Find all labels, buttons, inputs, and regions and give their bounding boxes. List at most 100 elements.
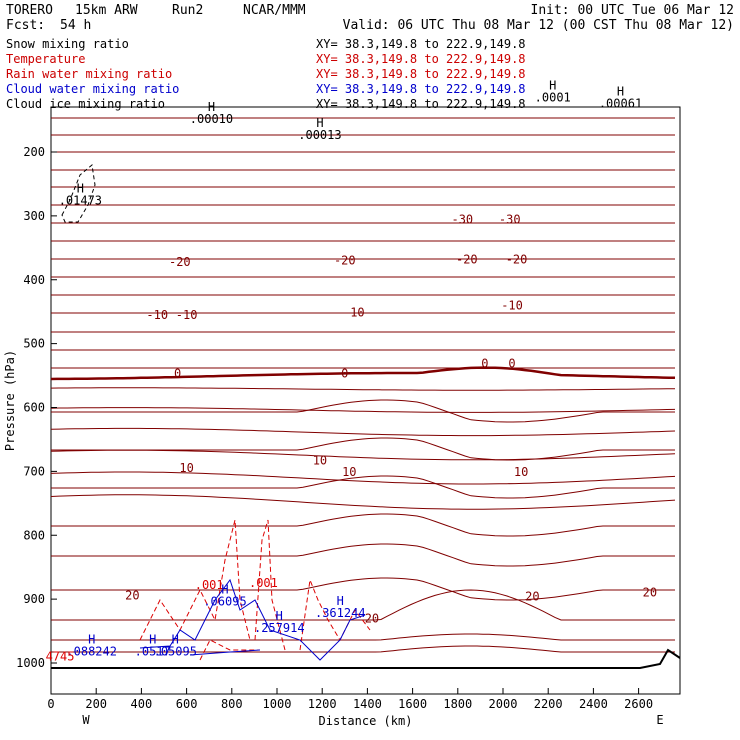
x-tick-label: 2400: [579, 697, 608, 711]
extremum-marker: H: [172, 633, 179, 647]
extremum-value: .088242: [66, 645, 117, 659]
isotherm-line: [51, 437, 675, 461]
cloud-ice-contour: [61, 164, 96, 223]
x-tick-label: 400: [131, 697, 153, 711]
x-tick-label: 0: [47, 697, 54, 711]
isotherm-line: [50, 407, 676, 413]
extremum-value: .00013: [298, 128, 341, 142]
isotherm-label: -30: [451, 213, 473, 227]
forecast-hour: 54 h: [60, 18, 91, 33]
extremum-value: .0517: [135, 645, 171, 659]
isotherm-label: 0: [341, 367, 348, 381]
extremum-marker: H: [88, 633, 95, 647]
x-tick-label: 1000: [263, 697, 292, 711]
extremum-value: 4745: [46, 650, 75, 664]
rain-water-contour: [199, 639, 260, 661]
extremum-marker: H: [149, 633, 156, 647]
rain-water-contour: [299, 578, 371, 651]
x-tick-label: 1600: [398, 697, 427, 711]
isotherm-label: 10: [179, 461, 193, 475]
isotherm-line: [51, 543, 675, 567]
plot-frame: [50, 106, 681, 695]
isotherm-line: [50, 471, 676, 485]
isotherm-label: 10: [342, 465, 356, 479]
x-tick-label: 600: [176, 697, 198, 711]
extremum-marker: H: [276, 609, 283, 623]
zero-isotherm: [50, 366, 676, 381]
isotherm-label: 20: [525, 590, 539, 604]
extremum-value: .05095: [154, 645, 197, 659]
isotherm-label: 10: [514, 465, 528, 479]
isotherm-line: [51, 633, 675, 641]
axes: 0 200 400 600 800 1000 1200 1400 1600 1800 2000 220…: [3, 145, 664, 728]
extremum-marker: H: [337, 594, 344, 608]
y-tick-label: 300: [23, 209, 45, 223]
extremum-value: .00010: [190, 112, 233, 126]
x-tick-label: 1800: [443, 697, 472, 711]
isotherm-label: -20: [456, 252, 478, 266]
east-label: E: [656, 713, 663, 727]
y-tick-label: 900: [23, 592, 45, 606]
cloud-water-contour: [189, 649, 261, 656]
x-tick-label: 1400: [353, 697, 382, 711]
y-tick-label: 700: [23, 464, 45, 478]
x-tick-label: 800: [221, 697, 243, 711]
isotherm-line: [50, 494, 676, 510]
legend-xy: XY= 38.3,149.8 to 222.9,149.8: [316, 37, 526, 51]
legend-label: Temperature: [6, 52, 85, 66]
legend-xy: XY= 38.3,149.8 to 222.9,149.8: [316, 67, 526, 81]
valid-time: Valid: 06 UTC Thu 08 Mar 12 (00 CST Thu …: [343, 18, 734, 33]
field-legend: Snow mixing ratio XY= 38.3,149.8 to 222.9…: [6, 37, 526, 111]
isotherm-label: -10: [501, 298, 523, 312]
x-tick-label: 1200: [308, 697, 337, 711]
extremum-value: .361244: [315, 606, 366, 620]
y-tick-label: 500: [23, 337, 45, 351]
extremum-marker: H: [221, 583, 228, 597]
chart-header: TORERO 15km ARW Run2 NCAR/MMM Init: 00 U…: [6, 3, 734, 33]
x-tick-label: 2600: [624, 697, 653, 711]
extremum-value: .06095: [203, 595, 246, 609]
cloud-water-contour: [139, 578, 366, 661]
y-tick-label: 800: [23, 528, 45, 542]
y-tick-label: 400: [23, 273, 45, 287]
extremum-marker: H: [208, 100, 215, 114]
contour-labels: -30 -30 -20 -20 -20 -20 -10 -10 -10 -10 0 0 0 0 10 10 10…: [46, 79, 658, 664]
hydrometeor-contours: [51, 164, 681, 669]
init-time: Init: 00 UTC Tue 06 Mar 12: [531, 3, 735, 18]
extremum-value: .00061: [599, 96, 642, 110]
extremum-value: .01473: [59, 194, 102, 208]
extremum-marker: H: [549, 79, 556, 93]
isotherm-line: [50, 387, 676, 391]
isotherm-label: -10: [146, 308, 168, 322]
isotherm-line: [50, 427, 676, 437]
extremum-marker: H: [617, 84, 624, 98]
isotherm-label: -10: [343, 305, 365, 319]
legend-xy: XY= 38.3,149.8 to 222.9,149.8: [316, 82, 526, 96]
isotherm-label: 0: [481, 356, 488, 370]
legend-label: Cloud ice mixing ratio: [6, 97, 165, 111]
model-resolution: 15km ARW: [75, 3, 138, 18]
isotherm-label: 20: [365, 611, 379, 625]
isotherm-line: [51, 645, 675, 653]
extremum-marker: H: [77, 182, 84, 196]
rain-water-contour: [139, 519, 251, 641]
rain-water-contour: [254, 519, 286, 651]
x-tick-label: 200: [85, 697, 107, 711]
isotherm-line: [51, 475, 675, 499]
isotherm-label: -20: [169, 255, 191, 269]
isotherm-line: [50, 449, 676, 461]
isotherm-label: 10: [313, 454, 327, 468]
x-tick-label: 2200: [534, 697, 563, 711]
legend-label: Snow mixing ratio: [6, 37, 129, 51]
legend-label: Rain water mixing ratio: [6, 67, 172, 81]
legend-label: Cloud water mixing ratio: [6, 82, 179, 96]
y-tick-label: 1000: [16, 656, 45, 670]
y-tick-label: 600: [23, 401, 45, 415]
legend-xy: XY= 38.3,149.8 to 222.9,149.8: [316, 97, 526, 111]
terrain-line: [51, 648, 681, 669]
y-tick-label: 200: [23, 145, 45, 159]
isotherm-label: 20: [643, 586, 657, 600]
extremum-value: .0001: [535, 91, 571, 105]
extremum-marker: H: [316, 116, 323, 130]
